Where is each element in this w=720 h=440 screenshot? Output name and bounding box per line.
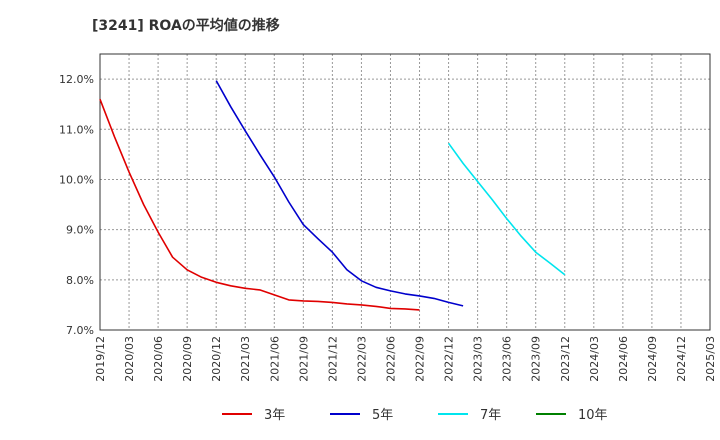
legend: 3年 5年 7年 10年	[222, 408, 608, 423]
x-tick-label: 2023/09	[530, 336, 543, 382]
x-tick-label: 2023/03	[472, 336, 485, 382]
series-line-3年	[99, 98, 420, 311]
x-tick-label: 2023/12	[559, 336, 572, 382]
x-axis: 2019/12 2020/03 2020/06 2020/09 2020/12 2021/…	[94, 336, 717, 382]
x-tick-label: 2024/09	[646, 336, 659, 382]
x-tick-label: 2021/06	[268, 336, 281, 382]
x-tick-label: 2022/12	[443, 336, 456, 382]
x-tick-label: 2024/06	[617, 336, 630, 382]
x-tick-label: 2021/12	[326, 336, 339, 382]
legend-label: 7年	[480, 408, 501, 423]
series-line-5年	[215, 80, 464, 307]
y-axis: 7.0% 8.0% 9.0% 10.0% 11.0% 12.0%	[59, 73, 94, 337]
y-tick-label: 9.0%	[66, 224, 94, 237]
x-tick-label: 2024/03	[588, 336, 601, 382]
series-line-7年	[447, 142, 566, 276]
x-tick-label: 2022/06	[384, 336, 397, 382]
y-tick-label: 11.0%	[59, 123, 94, 136]
y-tick-label: 10.0%	[59, 173, 94, 186]
grid-lines	[99, 54, 711, 331]
y-tick-label: 7.0%	[66, 324, 94, 337]
x-tick-label: 2020/12	[210, 336, 223, 382]
y-tick-label: 12.0%	[59, 73, 94, 86]
legend-label: 10年	[578, 408, 608, 423]
x-tick-label: 2020/06	[152, 336, 165, 382]
x-tick-label: 2019/12	[94, 336, 107, 382]
x-tick-label: 2025/03	[704, 336, 717, 382]
x-tick-label: 2020/09	[181, 336, 194, 382]
legend-label: 3年	[264, 408, 285, 423]
y-tick-label: 8.0%	[66, 274, 94, 287]
x-tick-label: 2023/06	[501, 336, 514, 382]
chart-title: [3241] ROAの平均値の推移	[92, 17, 280, 34]
plot-area-frame	[99, 53, 711, 331]
x-tick-label: 2021/03	[239, 336, 252, 382]
legend-label: 5年	[372, 408, 393, 423]
x-tick-label: 2021/09	[297, 336, 310, 382]
x-tick-label: 2022/03	[355, 336, 368, 382]
series-lines	[99, 80, 566, 311]
x-tick-label: 2020/03	[123, 336, 136, 382]
x-tick-label: 2022/09	[414, 336, 427, 382]
x-tick-label: 2024/12	[675, 336, 688, 382]
